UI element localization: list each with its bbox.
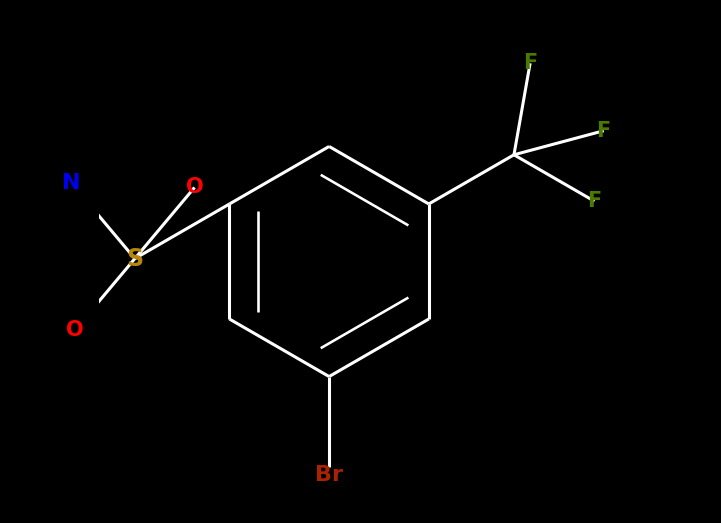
Text: F: F	[588, 191, 601, 211]
Text: F: F	[596, 121, 611, 141]
Text: S: S	[126, 247, 143, 270]
Text: F: F	[523, 53, 537, 73]
Text: O: O	[66, 320, 84, 340]
Text: O: O	[186, 177, 203, 198]
Text: N: N	[62, 173, 81, 194]
Text: Br: Br	[315, 465, 343, 485]
